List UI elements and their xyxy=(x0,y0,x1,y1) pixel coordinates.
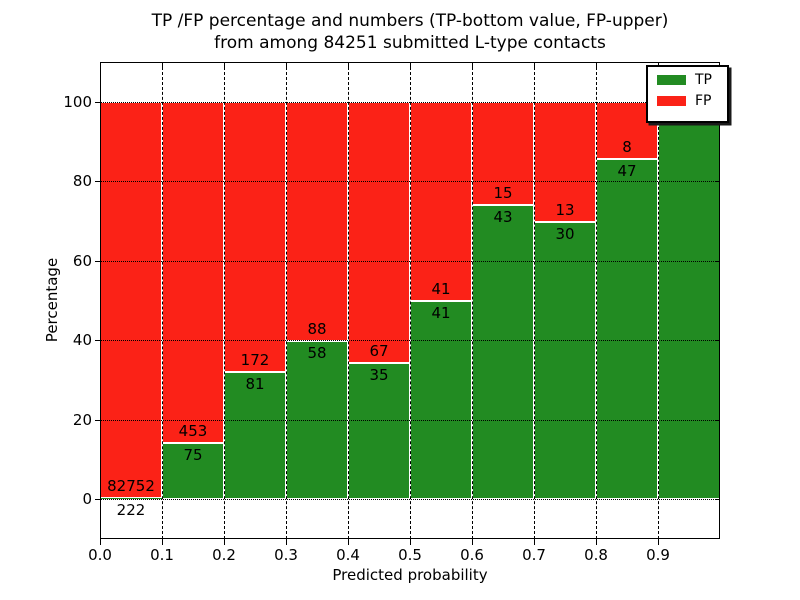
x-tick xyxy=(286,62,287,67)
tp-count-label: 47 xyxy=(617,162,637,181)
tp-count-label: 58 xyxy=(307,344,327,363)
bar-segment-tp xyxy=(410,300,472,500)
x-tick xyxy=(534,62,535,67)
y-tick xyxy=(95,340,101,342)
x-tick xyxy=(224,539,225,545)
y-tick xyxy=(715,499,720,501)
x-tick xyxy=(658,62,659,67)
y-tick-label: 0 xyxy=(82,490,92,509)
y-tick xyxy=(715,419,720,421)
tp-count-label: 81 xyxy=(245,375,265,394)
x-gridline xyxy=(596,62,597,539)
x-gridline xyxy=(348,62,349,539)
fp-count-label: 13 xyxy=(555,200,575,219)
fp-count-label: 82752 xyxy=(107,477,155,496)
y-tick xyxy=(715,260,720,262)
bar-segment-tp xyxy=(596,159,658,500)
x-tick xyxy=(162,62,163,67)
x-tick-label: 0.3 xyxy=(274,546,298,564)
x-tick xyxy=(100,62,101,67)
tp-count-label: 222 xyxy=(116,501,146,520)
y-tick xyxy=(95,260,101,262)
y-tick-label: 20 xyxy=(72,410,92,429)
bar-segment-fp xyxy=(162,101,224,443)
fp-count-label: 67 xyxy=(369,341,389,360)
x-axis-label: Predicted probability xyxy=(332,566,488,584)
legend-label-fp: FP xyxy=(695,93,712,109)
chart-title-line-1: TP /FP percentage and numbers (TP-bottom… xyxy=(151,11,669,31)
tp-count-label: 30 xyxy=(555,224,575,243)
legend-label-tp: TP xyxy=(695,72,712,88)
bar-segment-tp xyxy=(658,101,720,500)
x-gridline xyxy=(224,62,225,539)
x-gridline xyxy=(162,62,163,539)
bar-segment-tp xyxy=(534,221,596,500)
fp-count-label: 15 xyxy=(493,183,513,202)
y-tick-label: 40 xyxy=(72,331,92,350)
y-tick xyxy=(95,101,101,103)
bar-segment-tp xyxy=(162,442,224,500)
y-tick-label: 60 xyxy=(72,251,92,270)
y-tick xyxy=(95,499,101,501)
x-tick-label: 0.2 xyxy=(212,546,236,564)
legend-item-tp: TP xyxy=(657,73,727,87)
y-tick xyxy=(95,181,101,183)
x-tick-label: 0.8 xyxy=(584,546,608,564)
y-axis-label: Percentage xyxy=(43,257,61,343)
x-tick-label: 0.4 xyxy=(336,546,360,564)
x-tick-label: 0.5 xyxy=(398,546,422,564)
x-tick xyxy=(100,539,101,545)
x-tick xyxy=(596,539,597,545)
x-gridline xyxy=(286,62,287,539)
x-tick xyxy=(410,62,411,67)
y-tick xyxy=(715,340,720,342)
x-tick xyxy=(472,62,473,67)
chart-title-line-2: from among 84251 submitted L-type contac… xyxy=(214,33,606,53)
tp-count-label: 75 xyxy=(183,445,203,464)
legend-swatch-fp xyxy=(657,96,686,106)
y-tick-label: 80 xyxy=(72,172,92,191)
x-tick xyxy=(224,62,225,67)
x-tick-label: 0.7 xyxy=(522,546,546,564)
x-gridline xyxy=(658,62,659,539)
x-tick xyxy=(472,539,473,545)
x-tick-label: 0.6 xyxy=(460,546,484,564)
fp-count-label: 8 xyxy=(622,138,632,157)
x-tick-label: 0.1 xyxy=(150,546,174,564)
x-gridline xyxy=(472,62,473,539)
x-gridline xyxy=(534,62,535,539)
y-tick xyxy=(95,419,101,421)
x-tick xyxy=(348,539,349,545)
x-tick xyxy=(658,539,659,545)
y-tick-label: 100 xyxy=(63,92,92,111)
legend-swatch-tp xyxy=(657,75,686,85)
fp-count-label: 41 xyxy=(431,279,451,298)
tp-count-label: 43 xyxy=(493,207,513,226)
x-tick xyxy=(286,539,287,545)
fp-count-label: 172 xyxy=(240,351,270,370)
fp-count-label: 453 xyxy=(178,421,208,440)
bar-segment-fp xyxy=(348,101,410,363)
x-tick xyxy=(596,62,597,67)
bar-segment-fp xyxy=(472,101,534,205)
x-tick xyxy=(162,539,163,545)
legend: TP FP xyxy=(646,65,729,123)
x-gridline xyxy=(410,62,411,539)
bar-segment-tp xyxy=(100,498,162,500)
fp-count-label: 88 xyxy=(307,320,327,339)
x-tick xyxy=(348,62,349,67)
x-tick-label: 0.0 xyxy=(88,546,112,564)
tp-count-label: 41 xyxy=(431,303,451,322)
legend-item-fp: FP xyxy=(657,94,727,108)
x-tick xyxy=(410,539,411,545)
x-tick-label: 0.9 xyxy=(646,546,670,564)
tp-count-label: 35 xyxy=(369,365,389,384)
y-tick xyxy=(715,181,720,183)
x-tick xyxy=(534,539,535,545)
